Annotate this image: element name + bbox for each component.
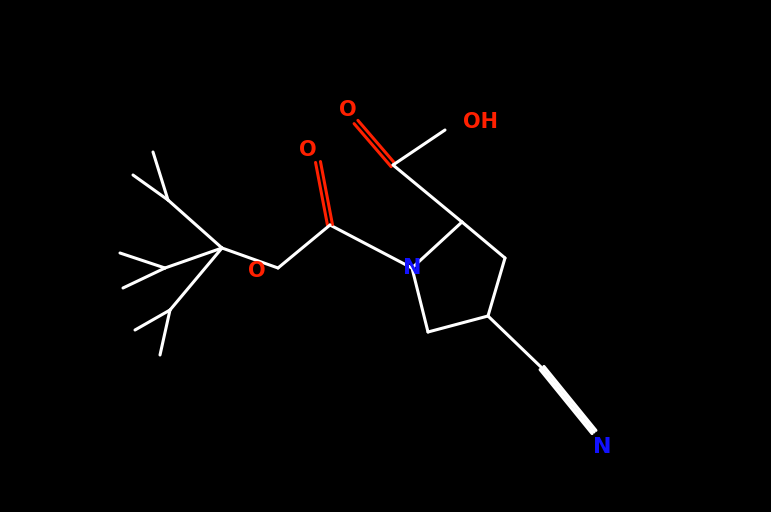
- Text: O: O: [339, 100, 357, 120]
- Text: O: O: [299, 140, 317, 160]
- Text: OH: OH: [463, 112, 498, 132]
- Text: O: O: [248, 261, 266, 281]
- Text: N: N: [402, 258, 421, 278]
- Text: N: N: [593, 437, 611, 457]
